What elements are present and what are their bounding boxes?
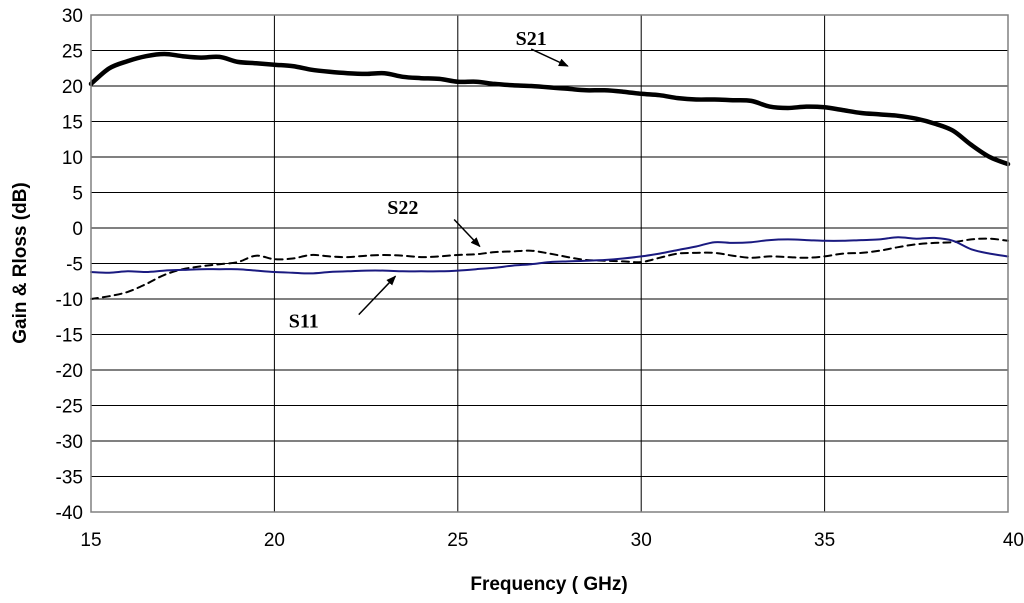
y-tick-label: 5 [72, 184, 83, 205]
annotation-arrow-s11 [358, 275, 397, 316]
y-tick-label: -20 [56, 361, 83, 382]
y-tick-label: -35 [56, 468, 83, 489]
y-tick-label: -10 [56, 290, 83, 311]
y-tick-label: 0 [72, 219, 83, 240]
annotations: S21 S22 S11 [289, 28, 569, 332]
y-tick-label: -5 [66, 255, 83, 276]
tick-labels: -40 -35 -30 -25 -20 -15 -10 -5 0 5 10 15 20 25 30 15 20 2… [56, 6, 1024, 551]
annotation-label-s22: S22 [387, 197, 418, 219]
y-tick-label: 30 [62, 6, 83, 27]
series-line-s22 [90, 237, 1009, 300]
x-tick-label: 30 [631, 530, 652, 551]
x-tick-label: 25 [447, 530, 468, 551]
y-tick-label: 25 [62, 42, 83, 63]
series-line-s11 [90, 236, 1009, 275]
annotation-label-s21: S21 [516, 28, 547, 50]
x-tick-label: 15 [80, 530, 101, 551]
plot-border [90, 14, 1009, 513]
y-tick-label: 20 [62, 77, 83, 98]
y-tick-label: -15 [56, 326, 83, 347]
y-tick-label: -30 [56, 432, 83, 453]
y-axis-title: Gain & Rloss (dB) [10, 182, 31, 344]
x-axis-title: Frequency ( GHz) [470, 574, 627, 595]
series-line-s21 [88, 51, 1011, 167]
annotation-arrow-s22 [453, 218, 481, 248]
annotation-label-s11: S11 [289, 310, 319, 332]
x-tick-label: 40 [1003, 530, 1024, 551]
y-tick-label: 10 [62, 148, 83, 169]
x-tick-label: 20 [264, 530, 285, 551]
series-layer [88, 51, 1011, 300]
y-tick-label: -40 [56, 503, 83, 524]
x-tick-label: 35 [814, 530, 835, 551]
y-tick-label: 15 [62, 113, 83, 134]
y-tick-label: -25 [56, 397, 83, 418]
annotation-arrow-s21 [530, 48, 569, 67]
